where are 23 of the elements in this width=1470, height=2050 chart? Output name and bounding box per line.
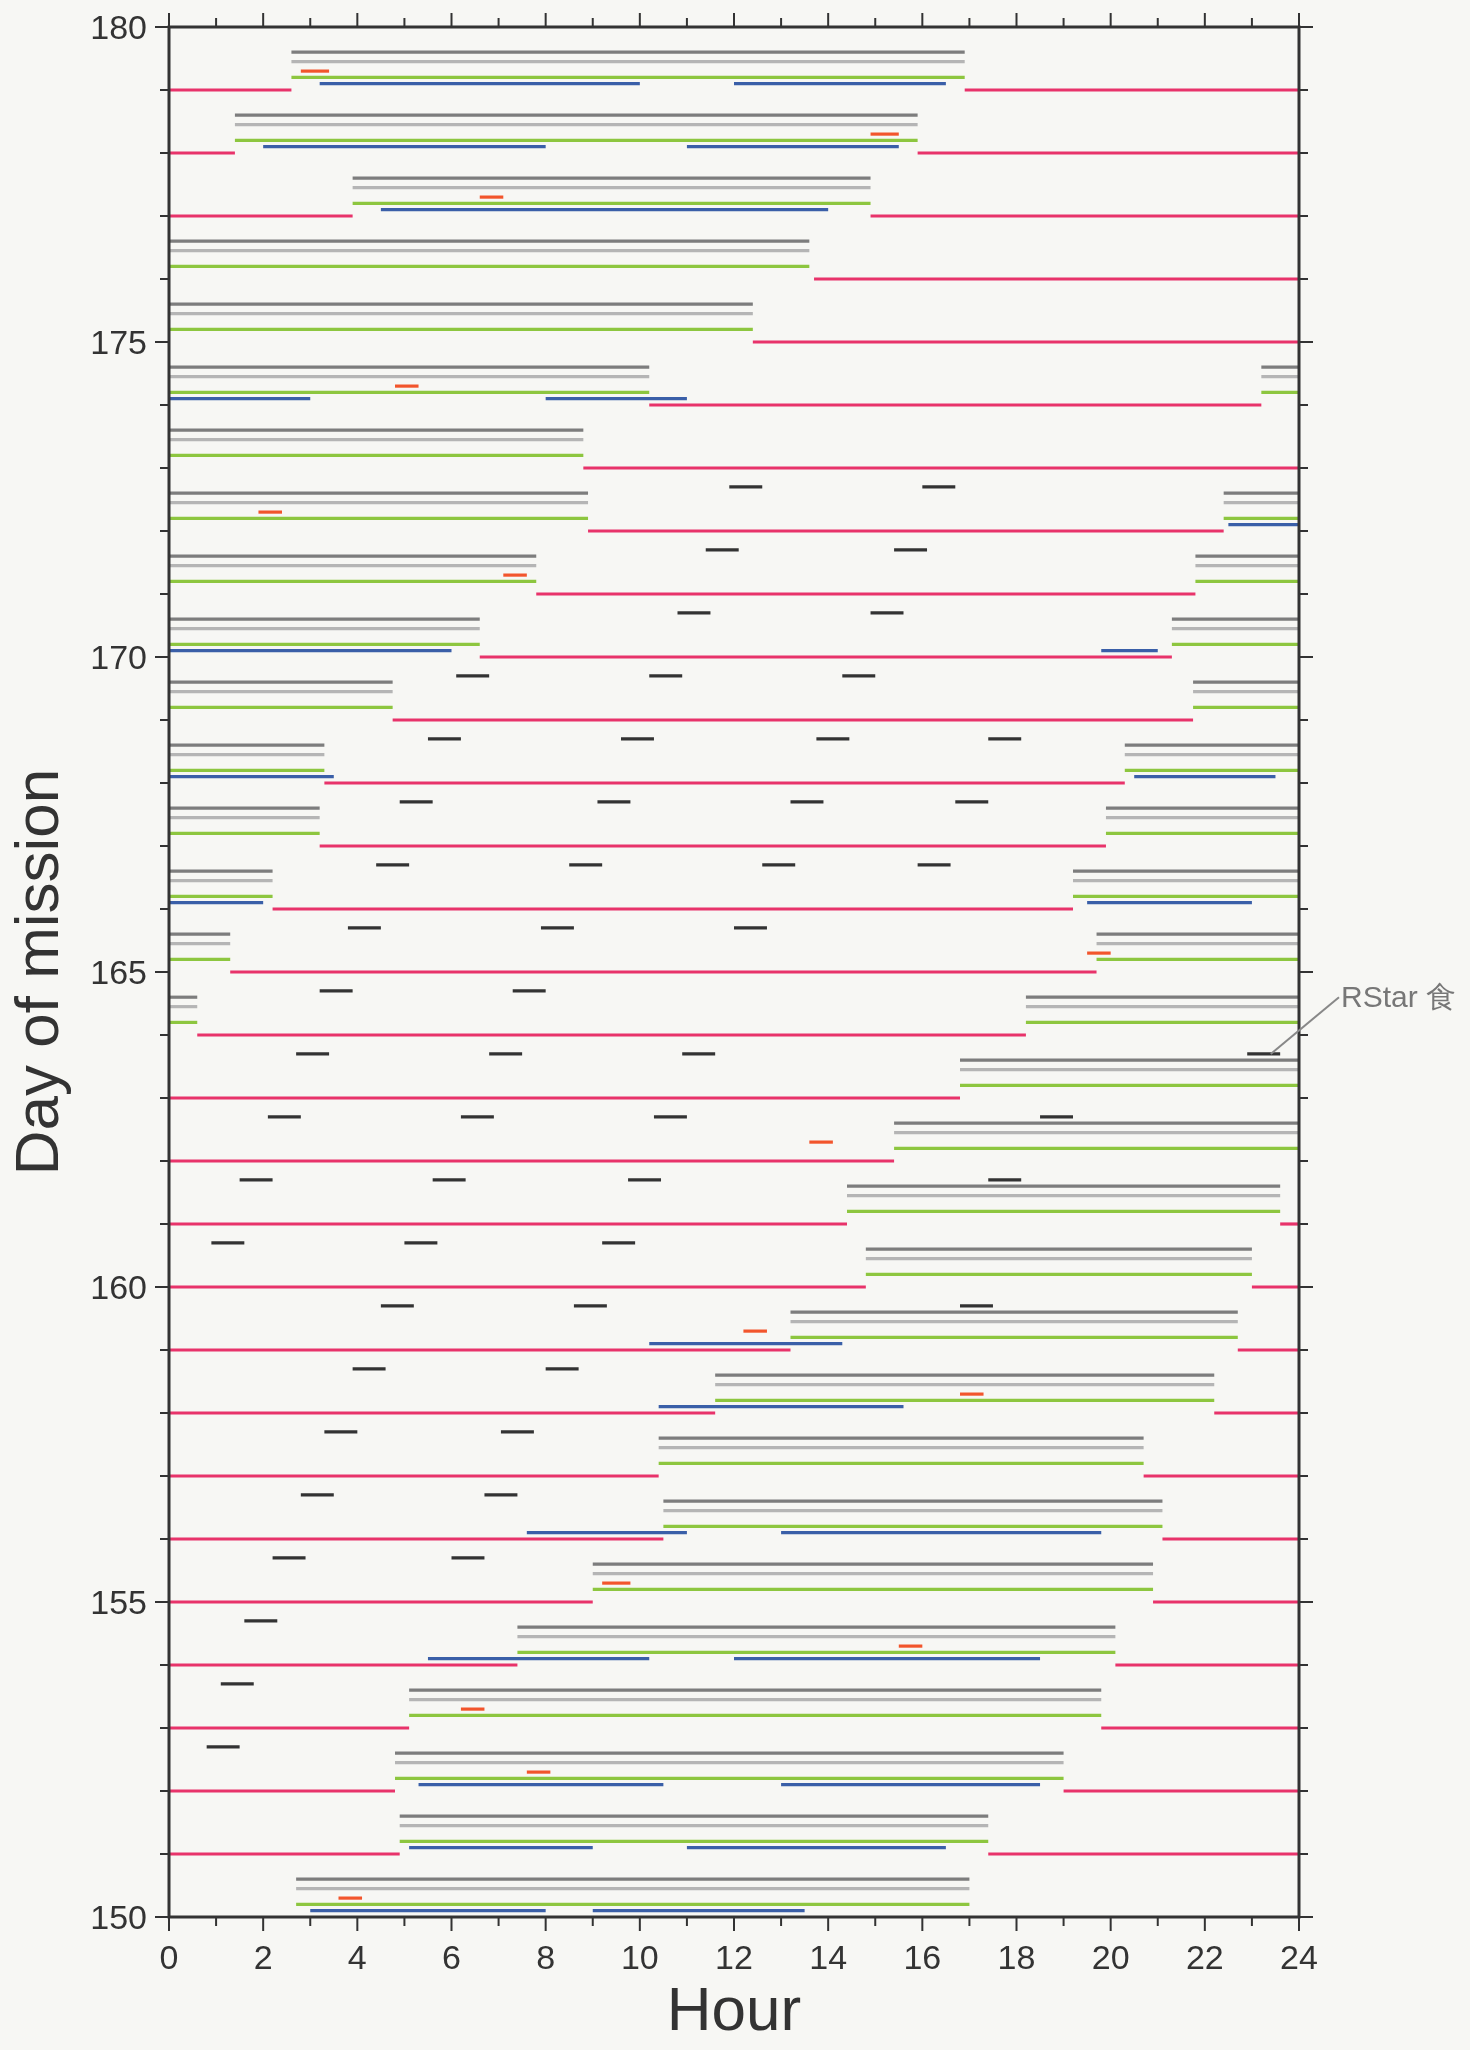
x-tick-label: 12	[715, 1938, 753, 1976]
y-tick-label: 180	[90, 8, 147, 46]
x-tick-label: 16	[903, 1938, 942, 1976]
y-tick-label: 165	[90, 953, 147, 991]
x-tick-label: 22	[1185, 1938, 1224, 1976]
x-tick-label: 20	[1091, 1938, 1130, 1976]
x-tick-label: 2	[253, 1938, 273, 1976]
y-tick-label: 155	[90, 1583, 147, 1621]
x-tick-label: 24	[1280, 1938, 1318, 1976]
x-tick-label: 0	[159, 1938, 179, 1976]
y-tick-label: 160	[90, 1268, 147, 1306]
x-tick-label: 4	[347, 1938, 367, 1976]
annotation: RStar 食	[1341, 980, 1457, 1014]
y-axis-title: Day of mission	[2, 768, 71, 1176]
y-tick-label: 150	[90, 1898, 147, 1936]
y-tick-label: 175	[90, 323, 147, 361]
y-tick-label: 170	[90, 638, 147, 676]
x-tick-label: 14	[809, 1938, 848, 1976]
x-tick-label: 18	[997, 1938, 1036, 1976]
x-tick-label: 10	[620, 1938, 659, 1976]
x-axis-title: Hour	[666, 1974, 802, 2043]
x-tick-label: 6	[442, 1938, 461, 1976]
x-tick-label: 8	[536, 1938, 556, 1976]
